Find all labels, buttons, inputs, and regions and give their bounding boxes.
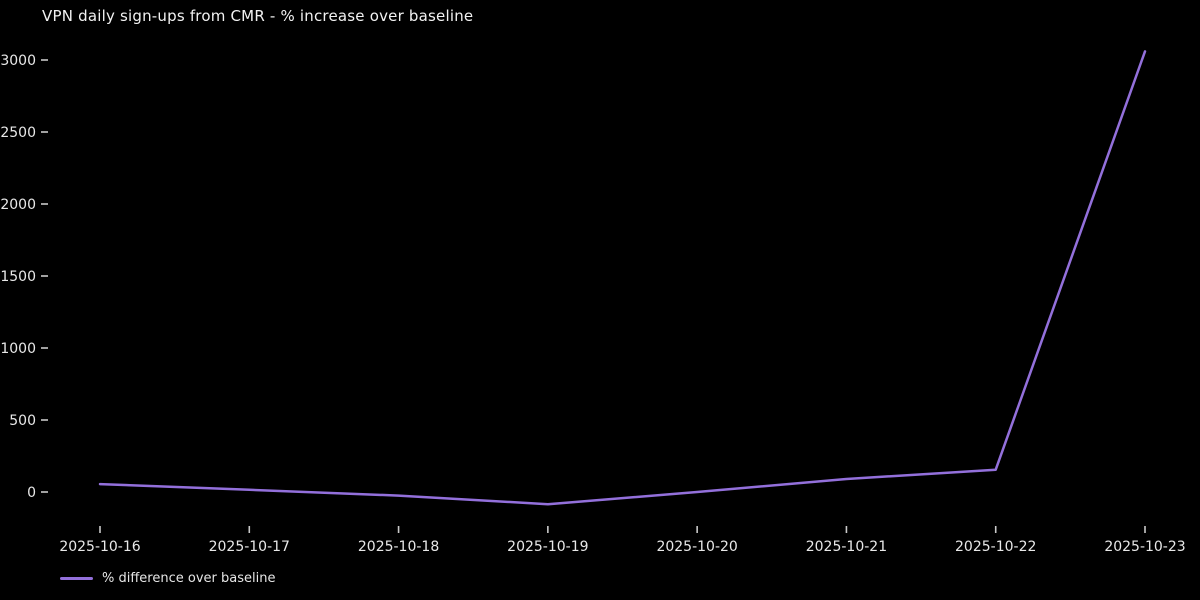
x-tick-label: 2025-10-17 — [209, 539, 290, 555]
y-tick-label: 2000 — [0, 197, 36, 213]
x-tick-label: 2025-10-21 — [806, 539, 887, 555]
chart-title: VPN daily sign-ups from CMR - % increase… — [42, 7, 474, 25]
legend-line-swatch — [60, 577, 93, 580]
x-tick-label: 2025-10-22 — [955, 539, 1036, 555]
y-tick-label: 500 — [9, 413, 36, 429]
legend-label: % difference over baseline — [102, 571, 276, 586]
y-tick-label: 0 — [27, 485, 36, 501]
x-tick-label: 2025-10-20 — [656, 539, 737, 555]
x-tick-label: 2025-10-16 — [59, 539, 140, 555]
y-tick-label: 2500 — [0, 125, 36, 141]
legend: % difference over baseline — [60, 571, 275, 586]
x-tick-label: 2025-10-23 — [1104, 539, 1185, 555]
y-tick-label: 1000 — [0, 341, 36, 357]
data-line-pct-difference — [98, 50, 1147, 506]
y-tick-label: 1500 — [0, 269, 36, 285]
x-tick-label: 2025-10-18 — [358, 539, 439, 555]
y-tick-label: 3000 — [0, 53, 36, 69]
x-tick-label: 2025-10-19 — [507, 539, 588, 555]
